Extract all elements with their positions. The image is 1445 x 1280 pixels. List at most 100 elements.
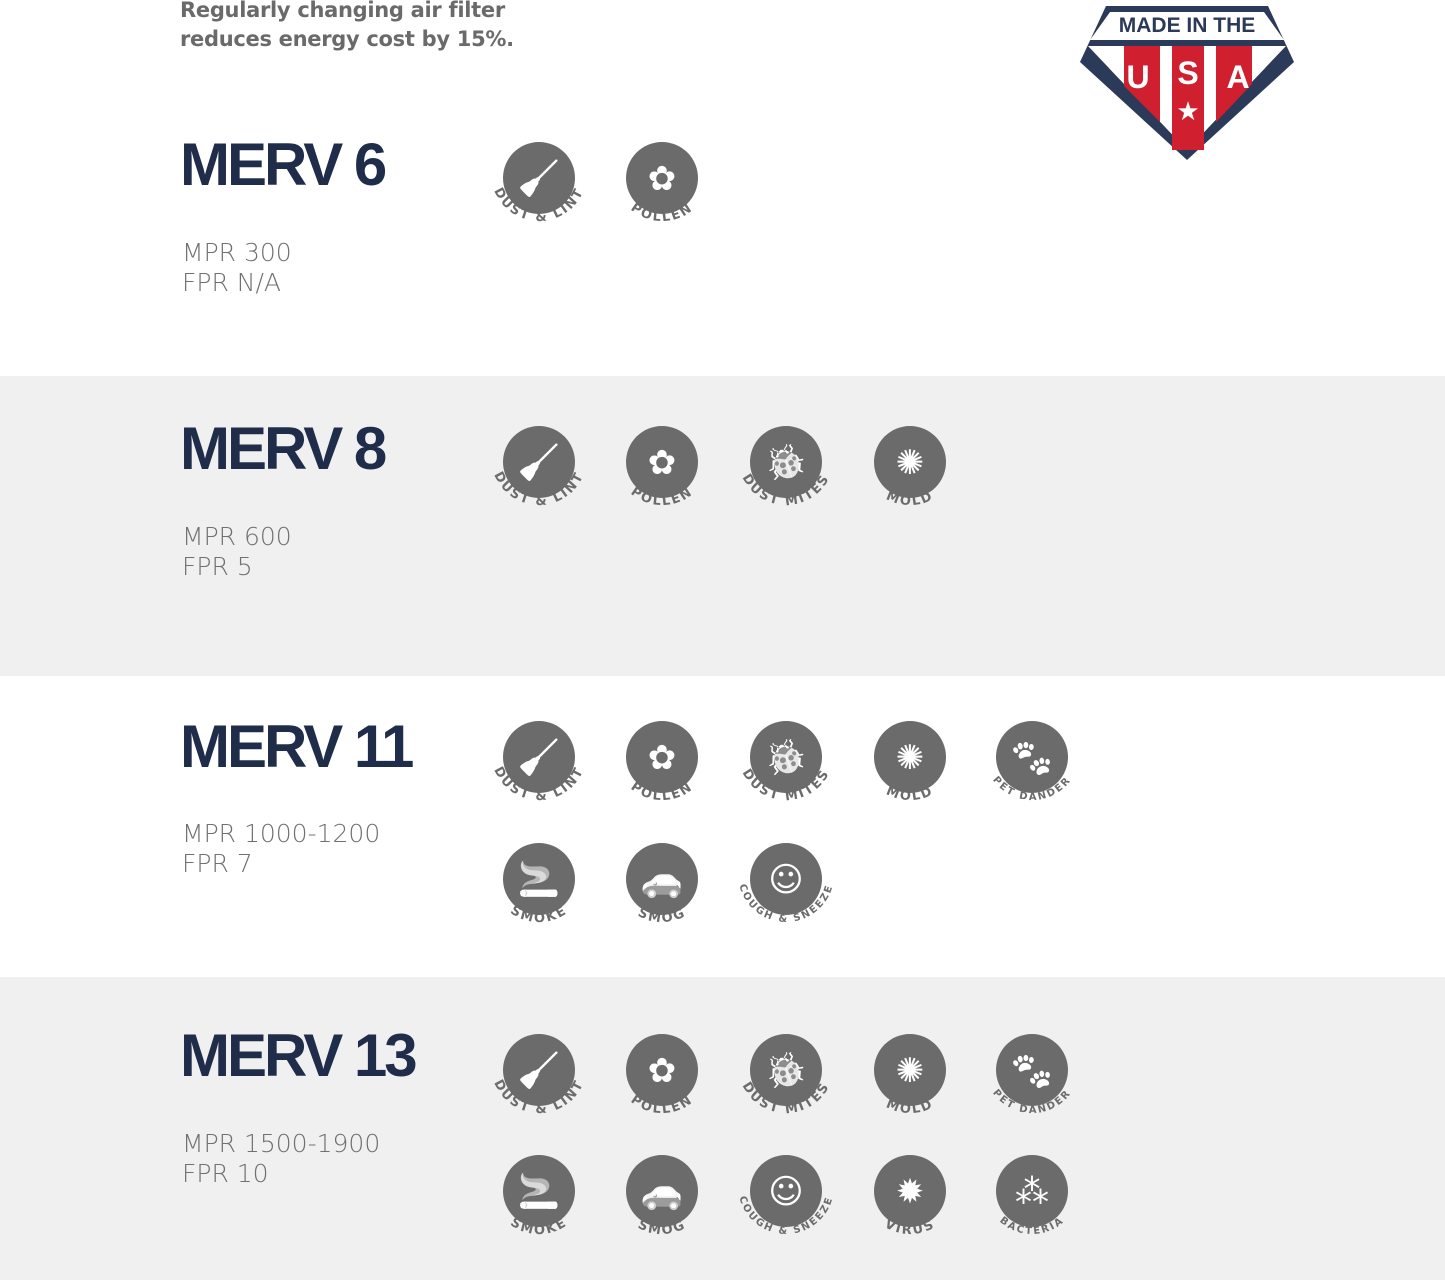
pet-glyph-icon: 🐾 bbox=[1011, 1051, 1053, 1091]
mpr-rating: MPR 600 bbox=[182, 522, 292, 551]
fpr-rating: FPR 5 bbox=[182, 552, 253, 581]
mpr-rating: MPR 1000-1200 bbox=[182, 819, 381, 848]
pollen-glyph-icon: ✿ bbox=[648, 738, 677, 778]
tagline-line-1: Regularly changing air filter bbox=[180, 0, 505, 22]
ratings: MPR 300 FPR N/A bbox=[182, 238, 292, 298]
fpr-rating: FPR 10 bbox=[182, 1159, 269, 1188]
icon-circle bbox=[750, 721, 822, 793]
badge-top-text: MADE IN THE bbox=[1119, 14, 1256, 37]
icon-circle bbox=[750, 843, 822, 915]
merv-title: MERV 11 bbox=[180, 713, 414, 780]
mold-glyph-icon: ✺ bbox=[896, 443, 925, 483]
mold-glyph-icon: ✺ bbox=[896, 738, 925, 778]
pollen-filter-icon: ✿POLLEN bbox=[626, 142, 698, 225]
smog-filter-icon: 🚗 SMOG bbox=[626, 1155, 698, 1239]
icon-circle bbox=[874, 1034, 946, 1106]
star-icon: ★ bbox=[1176, 97, 1199, 127]
dust-filter-icon: 🧹DUST & LINT bbox=[490, 721, 586, 804]
pollen-filter-icon: ✿POLLEN bbox=[626, 426, 698, 509]
smog-glyph-icon: 🚗 bbox=[641, 1172, 683, 1212]
mites-filter-icon: 🐞DUST MITES bbox=[739, 1034, 831, 1118]
icon-circle bbox=[503, 843, 575, 915]
icon-label: SMOKE bbox=[508, 903, 570, 926]
icon-circle bbox=[503, 142, 575, 214]
ratings: MPR 600 FPR 5 bbox=[182, 522, 292, 582]
mites-filter-icon: 🐞DUST MITES bbox=[739, 426, 831, 510]
icon-circle bbox=[750, 1034, 822, 1106]
icon-circle bbox=[750, 426, 822, 498]
dust-filter-icon: 🧹DUST & LINT bbox=[490, 426, 586, 509]
cough-glyph-icon: ☺ bbox=[768, 860, 803, 900]
merv-title: MERV 13 bbox=[180, 1022, 418, 1089]
icon-circle bbox=[503, 1155, 575, 1227]
pollen-filter-icon: ✿POLLEN bbox=[626, 721, 698, 804]
badge-letter-s: S bbox=[1177, 55, 1198, 91]
icon-circle bbox=[503, 721, 575, 793]
icon-circle bbox=[874, 426, 946, 498]
section-merv-13: MERV 13 MPR 1500-1900 FPR 10 bbox=[0, 977, 1445, 1280]
section-merv-8: MERV 8 MPR 600 FPR 5 bbox=[0, 376, 1445, 676]
icon-label: MOLD bbox=[884, 784, 936, 805]
mold-glyph-icon: ✺ bbox=[896, 1051, 925, 1091]
dust-glyph-icon: 🧹 bbox=[518, 738, 560, 778]
badge-letter-a: A bbox=[1226, 59, 1249, 95]
icon-circle bbox=[503, 1034, 575, 1106]
badge-letter-u: U bbox=[1126, 59, 1149, 95]
pet-glyph-icon: 🐾 bbox=[1011, 738, 1053, 778]
fpr-rating: FPR N/A bbox=[182, 268, 281, 297]
mpr-rating: MPR 1500-1900 bbox=[182, 1129, 381, 1158]
dust-glyph-icon: 🧹 bbox=[518, 1051, 560, 1091]
dust-glyph-icon: 🧹 bbox=[518, 159, 560, 199]
icon-circle bbox=[996, 1034, 1068, 1106]
mites-glyph-icon: 🐞 bbox=[765, 738, 807, 778]
bacteria-filter-icon: ⁂BACTERIA bbox=[996, 1155, 1068, 1237]
ratings: MPR 1000-1200 FPR 7 bbox=[182, 819, 380, 879]
icon-circle bbox=[750, 1155, 822, 1227]
cough-filter-icon: ☺COUGH & SNEEZE bbox=[736, 1155, 834, 1237]
icon-label: SMOKE bbox=[508, 1215, 570, 1238]
mites-glyph-icon: 🐞 bbox=[765, 1051, 807, 1091]
icon-label: MOLD bbox=[884, 1097, 936, 1118]
fpr-rating: FPR 7 bbox=[182, 849, 253, 878]
smoke-glyph-icon: 🚬 bbox=[518, 1172, 560, 1212]
pet-filter-icon: 🐾PET DANDER bbox=[990, 1034, 1072, 1116]
mites-filter-icon: 🐞DUST MITES bbox=[739, 721, 831, 805]
dust-filter-icon: 🧹DUST & LINT bbox=[490, 142, 586, 225]
pollen-filter-icon: ✿POLLEN bbox=[626, 1034, 698, 1117]
icon-label: VIRUS bbox=[882, 1217, 938, 1238]
section-merv-11: MERV 11 MPR 1000-1200 FPR 7 bbox=[0, 676, 1445, 977]
virus-filter-icon: ✹ VIRUS bbox=[874, 1155, 946, 1238]
icon-circle bbox=[874, 721, 946, 793]
cough-glyph-icon: ☺ bbox=[768, 1172, 803, 1212]
mold-filter-icon: ✺ MOLD bbox=[874, 1034, 946, 1118]
section-merv-6: MERV 6 MPR 300 FPR N/A bbox=[0, 0, 1445, 376]
merv-title: MERV 6 bbox=[180, 131, 387, 198]
dust-filter-icon: 🧹DUST & LINT bbox=[490, 1034, 586, 1117]
made-in-usa-badge: MADE IN THE U S A ★ bbox=[1080, 6, 1294, 160]
smoke-filter-icon: 🚬 SMOKE bbox=[503, 1155, 575, 1238]
icon-circle bbox=[626, 1155, 698, 1227]
icon-label: SMOG bbox=[635, 1217, 688, 1238]
icon-circle bbox=[996, 1155, 1068, 1227]
icon-circle bbox=[626, 843, 698, 915]
bacteria-glyph-icon: ⁂ bbox=[1015, 1172, 1049, 1212]
icon-circle bbox=[626, 142, 698, 214]
tagline-line-2: reduces energy cost by 15%. bbox=[180, 27, 514, 51]
pollen-glyph-icon: ✿ bbox=[648, 443, 677, 483]
smoke-glyph-icon: 🚬 bbox=[518, 860, 560, 900]
pollen-glyph-icon: ✿ bbox=[648, 1051, 677, 1091]
smog-glyph-icon: 🚗 bbox=[641, 860, 683, 900]
icon-label: SMOG bbox=[635, 905, 688, 926]
icon-circle bbox=[503, 426, 575, 498]
icon-circle bbox=[626, 721, 698, 793]
merv-title: MERV 8 bbox=[180, 415, 387, 482]
icon-circle bbox=[626, 1034, 698, 1106]
mites-glyph-icon: 🐞 bbox=[765, 443, 807, 483]
icon-label: MOLD bbox=[884, 489, 936, 510]
virus-glyph-icon: ✹ bbox=[896, 1172, 925, 1212]
pet-filter-icon: 🐾PET DANDER bbox=[990, 721, 1072, 803]
tagline: Regularly changing air filter reduces en… bbox=[180, 0, 514, 54]
icon-circle bbox=[626, 426, 698, 498]
icon-circle bbox=[996, 721, 1068, 793]
icon-circle bbox=[874, 1155, 946, 1227]
